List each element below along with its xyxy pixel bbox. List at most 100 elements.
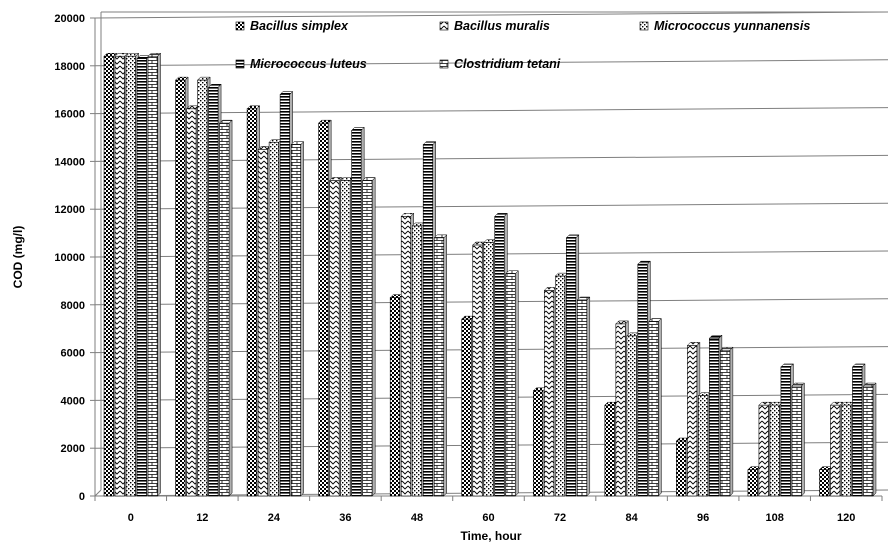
x-axis-title: Time, hour: [460, 529, 521, 543]
bar: [686, 341, 701, 497]
legend-swatch: [235, 59, 245, 69]
bar: [136, 55, 151, 497]
bar-front: [747, 469, 758, 497]
legend-label: Bacillus muralis: [454, 19, 550, 33]
bar-front: [400, 216, 412, 497]
bar: [362, 176, 376, 497]
bar: [433, 234, 448, 497]
legend-item: Micrococcus yunnanensis: [639, 19, 810, 33]
bar-front: [841, 404, 852, 497]
legend: Bacillus simplex Bacillus muralis Micrococ…: [235, 19, 810, 71]
y-tick-label: 10000: [54, 252, 85, 264]
bar: [626, 332, 640, 497]
x-tick-label: 60: [482, 512, 494, 524]
bar: [422, 141, 437, 497]
x-tick-label: 48: [411, 512, 423, 524]
x-tick-label: 108: [766, 512, 784, 524]
bar-front: [709, 337, 720, 497]
bar: [543, 286, 558, 497]
bar: [257, 145, 272, 497]
gridline: [94, 11, 889, 19]
bar-front: [103, 55, 114, 497]
bar-side: [586, 296, 591, 497]
bar-front: [389, 297, 401, 497]
legend-label: Bacillus simplex: [250, 19, 349, 33]
bar-front: [604, 404, 615, 497]
bar-front: [830, 404, 841, 497]
y-tick-label: 6000: [61, 348, 85, 360]
legend-item: Clostridium tetani: [439, 57, 561, 71]
bar-front: [472, 244, 483, 497]
bar-front: [114, 55, 125, 497]
bar-front: [461, 318, 472, 497]
bar: [576, 296, 591, 497]
x-tick-label: 96: [697, 512, 709, 524]
bar: [351, 126, 365, 497]
gridline: [94, 59, 889, 67]
bar: [758, 401, 773, 497]
y-axis: 0 2000 4000 6000 8000 10000 12000 14000 16000 180…: [54, 12, 102, 503]
bar-front: [852, 366, 863, 497]
bar: [196, 76, 211, 497]
bar: [340, 176, 354, 497]
legend-item: Bacillus simplex: [235, 19, 349, 33]
y-tick-label: 20000: [54, 13, 85, 25]
bar: [840, 401, 855, 497]
bar: [780, 363, 795, 497]
bar-front: [279, 94, 290, 497]
bar-front: [676, 440, 687, 497]
y-tick-label: 18000: [54, 61, 85, 73]
y-tick-label: 4000: [61, 395, 85, 407]
bar-front: [362, 180, 373, 497]
bar-front: [351, 130, 362, 497]
x-tick-label: 24: [268, 512, 281, 524]
x-tick-label: 36: [339, 512, 351, 524]
bar: [851, 363, 866, 497]
bar-front: [186, 108, 197, 497]
bar-front: [422, 144, 434, 497]
bar: [791, 382, 806, 497]
bar-front: [268, 141, 279, 497]
bar-front: [791, 385, 802, 497]
bar-side: [300, 141, 304, 497]
bar: [318, 119, 332, 497]
x-tick-label: 12: [196, 512, 208, 524]
bar: [147, 52, 162, 497]
bar: [389, 294, 404, 497]
bar: [411, 222, 426, 497]
bar-front: [125, 55, 136, 497]
bar-front: [257, 149, 268, 497]
bar: [114, 52, 129, 497]
gridline: [94, 107, 889, 115]
bar-front: [543, 290, 555, 497]
bar: [185, 105, 200, 497]
bar-front: [219, 122, 230, 497]
bar: [604, 401, 618, 497]
bar: [532, 387, 547, 497]
bar-front: [340, 180, 351, 497]
legend-label: Clostridium tetani: [454, 57, 561, 71]
bar-front: [411, 225, 423, 497]
bar-front: [505, 273, 516, 497]
bar-front: [329, 180, 340, 497]
bar: [329, 176, 343, 497]
x-tick-label: 72: [554, 512, 566, 524]
bar-front: [532, 390, 544, 497]
bar-side: [729, 346, 734, 497]
bar-front: [698, 395, 709, 497]
legend-item: Micrococcus luteus: [235, 57, 367, 71]
bar-front: [819, 469, 830, 497]
bar: [747, 466, 762, 497]
bar-side: [515, 270, 519, 497]
bar: [818, 466, 833, 497]
bar: [400, 212, 415, 497]
bar-front: [290, 144, 301, 497]
bar-side: [228, 119, 233, 497]
legend-item: Bacillus muralis: [439, 19, 550, 33]
bar-front: [433, 237, 445, 497]
bar-front: [494, 216, 505, 497]
legend-swatch: [639, 21, 649, 31]
bar: [554, 272, 569, 497]
bar-front: [720, 349, 731, 497]
bar-front: [626, 335, 637, 497]
